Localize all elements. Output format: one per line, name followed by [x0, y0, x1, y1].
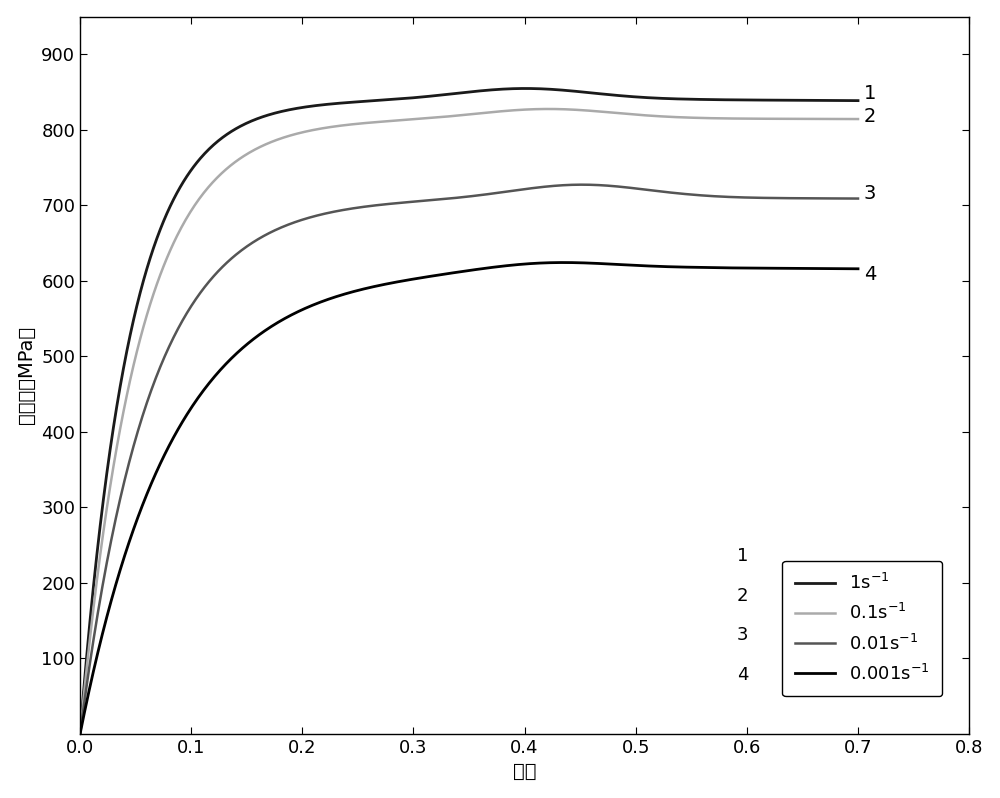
Y-axis label: 真应力（MPa）: 真应力（MPa） [17, 326, 36, 425]
Text: 2: 2 [737, 587, 749, 605]
X-axis label: 应变: 应变 [513, 762, 536, 781]
Text: 1: 1 [864, 84, 876, 103]
Legend: $\rm{1s^{-1}}$, $\rm{0.1s^{-1}}$, $\rm{0.01s^{-1}}$, $\rm{0.001s^{-1}}$: $\rm{1s^{-1}}$, $\rm{0.1s^{-1}}$, $\rm{0… [782, 561, 942, 696]
Text: 4: 4 [864, 266, 876, 284]
Text: 4: 4 [737, 666, 749, 684]
Text: 3: 3 [864, 184, 876, 203]
Text: 2: 2 [864, 107, 876, 126]
Text: 1: 1 [737, 547, 749, 565]
Text: 3: 3 [737, 626, 749, 645]
